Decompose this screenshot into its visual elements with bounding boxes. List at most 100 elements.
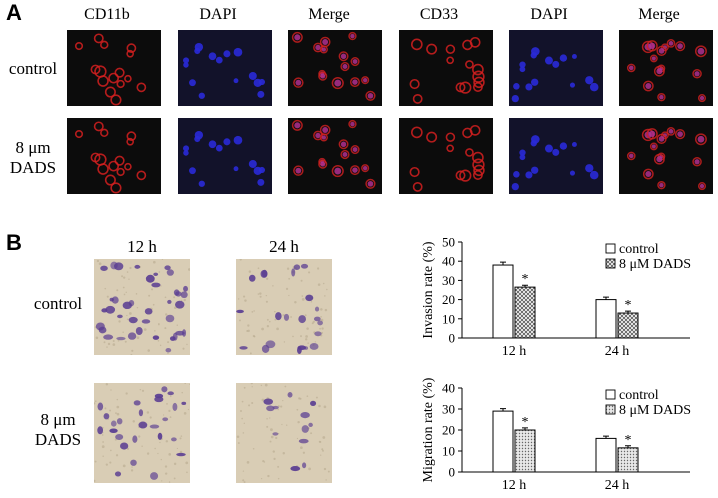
micrograph-control-dapi-1-svg xyxy=(178,30,272,106)
stained-cell xyxy=(128,299,135,307)
micrograph-control-dapi-2 xyxy=(509,30,603,106)
micrograph-control-merge-2 xyxy=(619,30,713,106)
stained-cell xyxy=(154,396,164,403)
cell xyxy=(291,119,303,131)
stained-cell xyxy=(149,424,160,429)
cell xyxy=(656,45,667,57)
stained-cell xyxy=(165,314,175,323)
stained-cell xyxy=(134,264,141,269)
stained-cell xyxy=(103,413,110,420)
stained-cell xyxy=(152,335,160,340)
stained-cell xyxy=(287,392,293,398)
error-bar xyxy=(522,284,528,288)
x-tick-label: 12 h xyxy=(502,344,527,359)
stained-cell xyxy=(310,400,317,407)
cell xyxy=(114,155,125,166)
cell xyxy=(626,63,636,73)
cell xyxy=(531,78,539,86)
stained-cell xyxy=(150,472,159,480)
stained-cell xyxy=(110,420,117,427)
stained-cell xyxy=(144,308,153,315)
stained-cell xyxy=(290,466,301,472)
cell xyxy=(559,54,568,62)
cell xyxy=(412,93,423,104)
cell xyxy=(559,142,568,150)
stained-cell xyxy=(314,331,322,337)
cell xyxy=(426,131,438,143)
cell xyxy=(114,67,125,78)
error-bar xyxy=(500,261,506,266)
stained-cell xyxy=(248,274,256,282)
cell xyxy=(697,94,707,103)
cell xyxy=(208,140,217,149)
col-label-cd11b: CD11b xyxy=(84,6,130,23)
panel-b-row-label-control: control xyxy=(33,294,83,313)
cell xyxy=(223,138,231,146)
stained-cell xyxy=(302,462,307,469)
cell xyxy=(571,142,577,147)
transwell-image-dads-24h xyxy=(236,383,332,483)
legend-label: control xyxy=(619,242,659,257)
legend-swatch xyxy=(605,404,616,415)
cell xyxy=(253,78,262,87)
stained-cell xyxy=(239,346,248,350)
cell xyxy=(657,180,666,190)
legend-swatch xyxy=(605,389,616,400)
stained-cell xyxy=(293,264,301,271)
cell xyxy=(340,61,350,72)
cell xyxy=(589,82,599,92)
legend-label: 8 μM DADS xyxy=(619,257,691,272)
cell xyxy=(642,168,654,180)
y-tick-label: 40 xyxy=(442,381,455,396)
cell xyxy=(646,128,658,140)
y-tick-label: 50 xyxy=(442,235,455,250)
stained-cell xyxy=(175,291,182,297)
cell xyxy=(446,144,455,153)
col-label-cd33: CD33 xyxy=(419,6,459,23)
cell xyxy=(649,54,658,63)
stained-cell xyxy=(172,402,178,411)
cell xyxy=(248,71,257,80)
cell xyxy=(552,148,560,156)
cell xyxy=(585,164,594,173)
cell xyxy=(472,63,484,76)
cell xyxy=(233,135,243,145)
panel-b-letter: B xyxy=(6,230,22,255)
cell xyxy=(248,159,257,168)
bar xyxy=(617,447,639,473)
transwell-image-control-24h-svg xyxy=(236,259,332,355)
cell xyxy=(313,42,323,53)
cell xyxy=(183,145,190,152)
error-bar xyxy=(603,435,609,439)
cell xyxy=(233,47,243,57)
cell xyxy=(136,170,147,181)
bar xyxy=(595,437,617,473)
micrograph-dads-cd33-svg xyxy=(399,118,493,194)
cell xyxy=(208,52,217,61)
cell xyxy=(257,178,265,186)
x-tick-label: 24 h xyxy=(605,478,630,493)
cell xyxy=(653,153,665,165)
cell xyxy=(531,166,539,174)
y-tick-label: 0 xyxy=(449,331,456,346)
stained-cell xyxy=(157,432,163,440)
cell xyxy=(694,45,707,58)
cell xyxy=(513,83,520,90)
invasion-rate-chart: 0 10 20 30 40 50 Invasion rate (%) 12 h * 24 h * co… xyxy=(410,232,710,362)
stained-cell xyxy=(176,452,186,457)
stained-cell xyxy=(297,345,307,351)
cell xyxy=(233,166,239,172)
cell xyxy=(446,56,455,65)
stained-cell xyxy=(298,315,306,324)
micrograph-dads-merge-2 xyxy=(619,118,713,194)
transwell-image-dads-24h-svg xyxy=(236,383,332,483)
cell xyxy=(318,71,328,81)
cell xyxy=(511,94,519,103)
cell xyxy=(455,82,466,93)
bar xyxy=(595,299,617,339)
stained-cell xyxy=(180,291,188,299)
bar xyxy=(514,286,536,339)
cell xyxy=(215,56,223,64)
cell xyxy=(361,164,370,173)
cell xyxy=(293,165,304,176)
